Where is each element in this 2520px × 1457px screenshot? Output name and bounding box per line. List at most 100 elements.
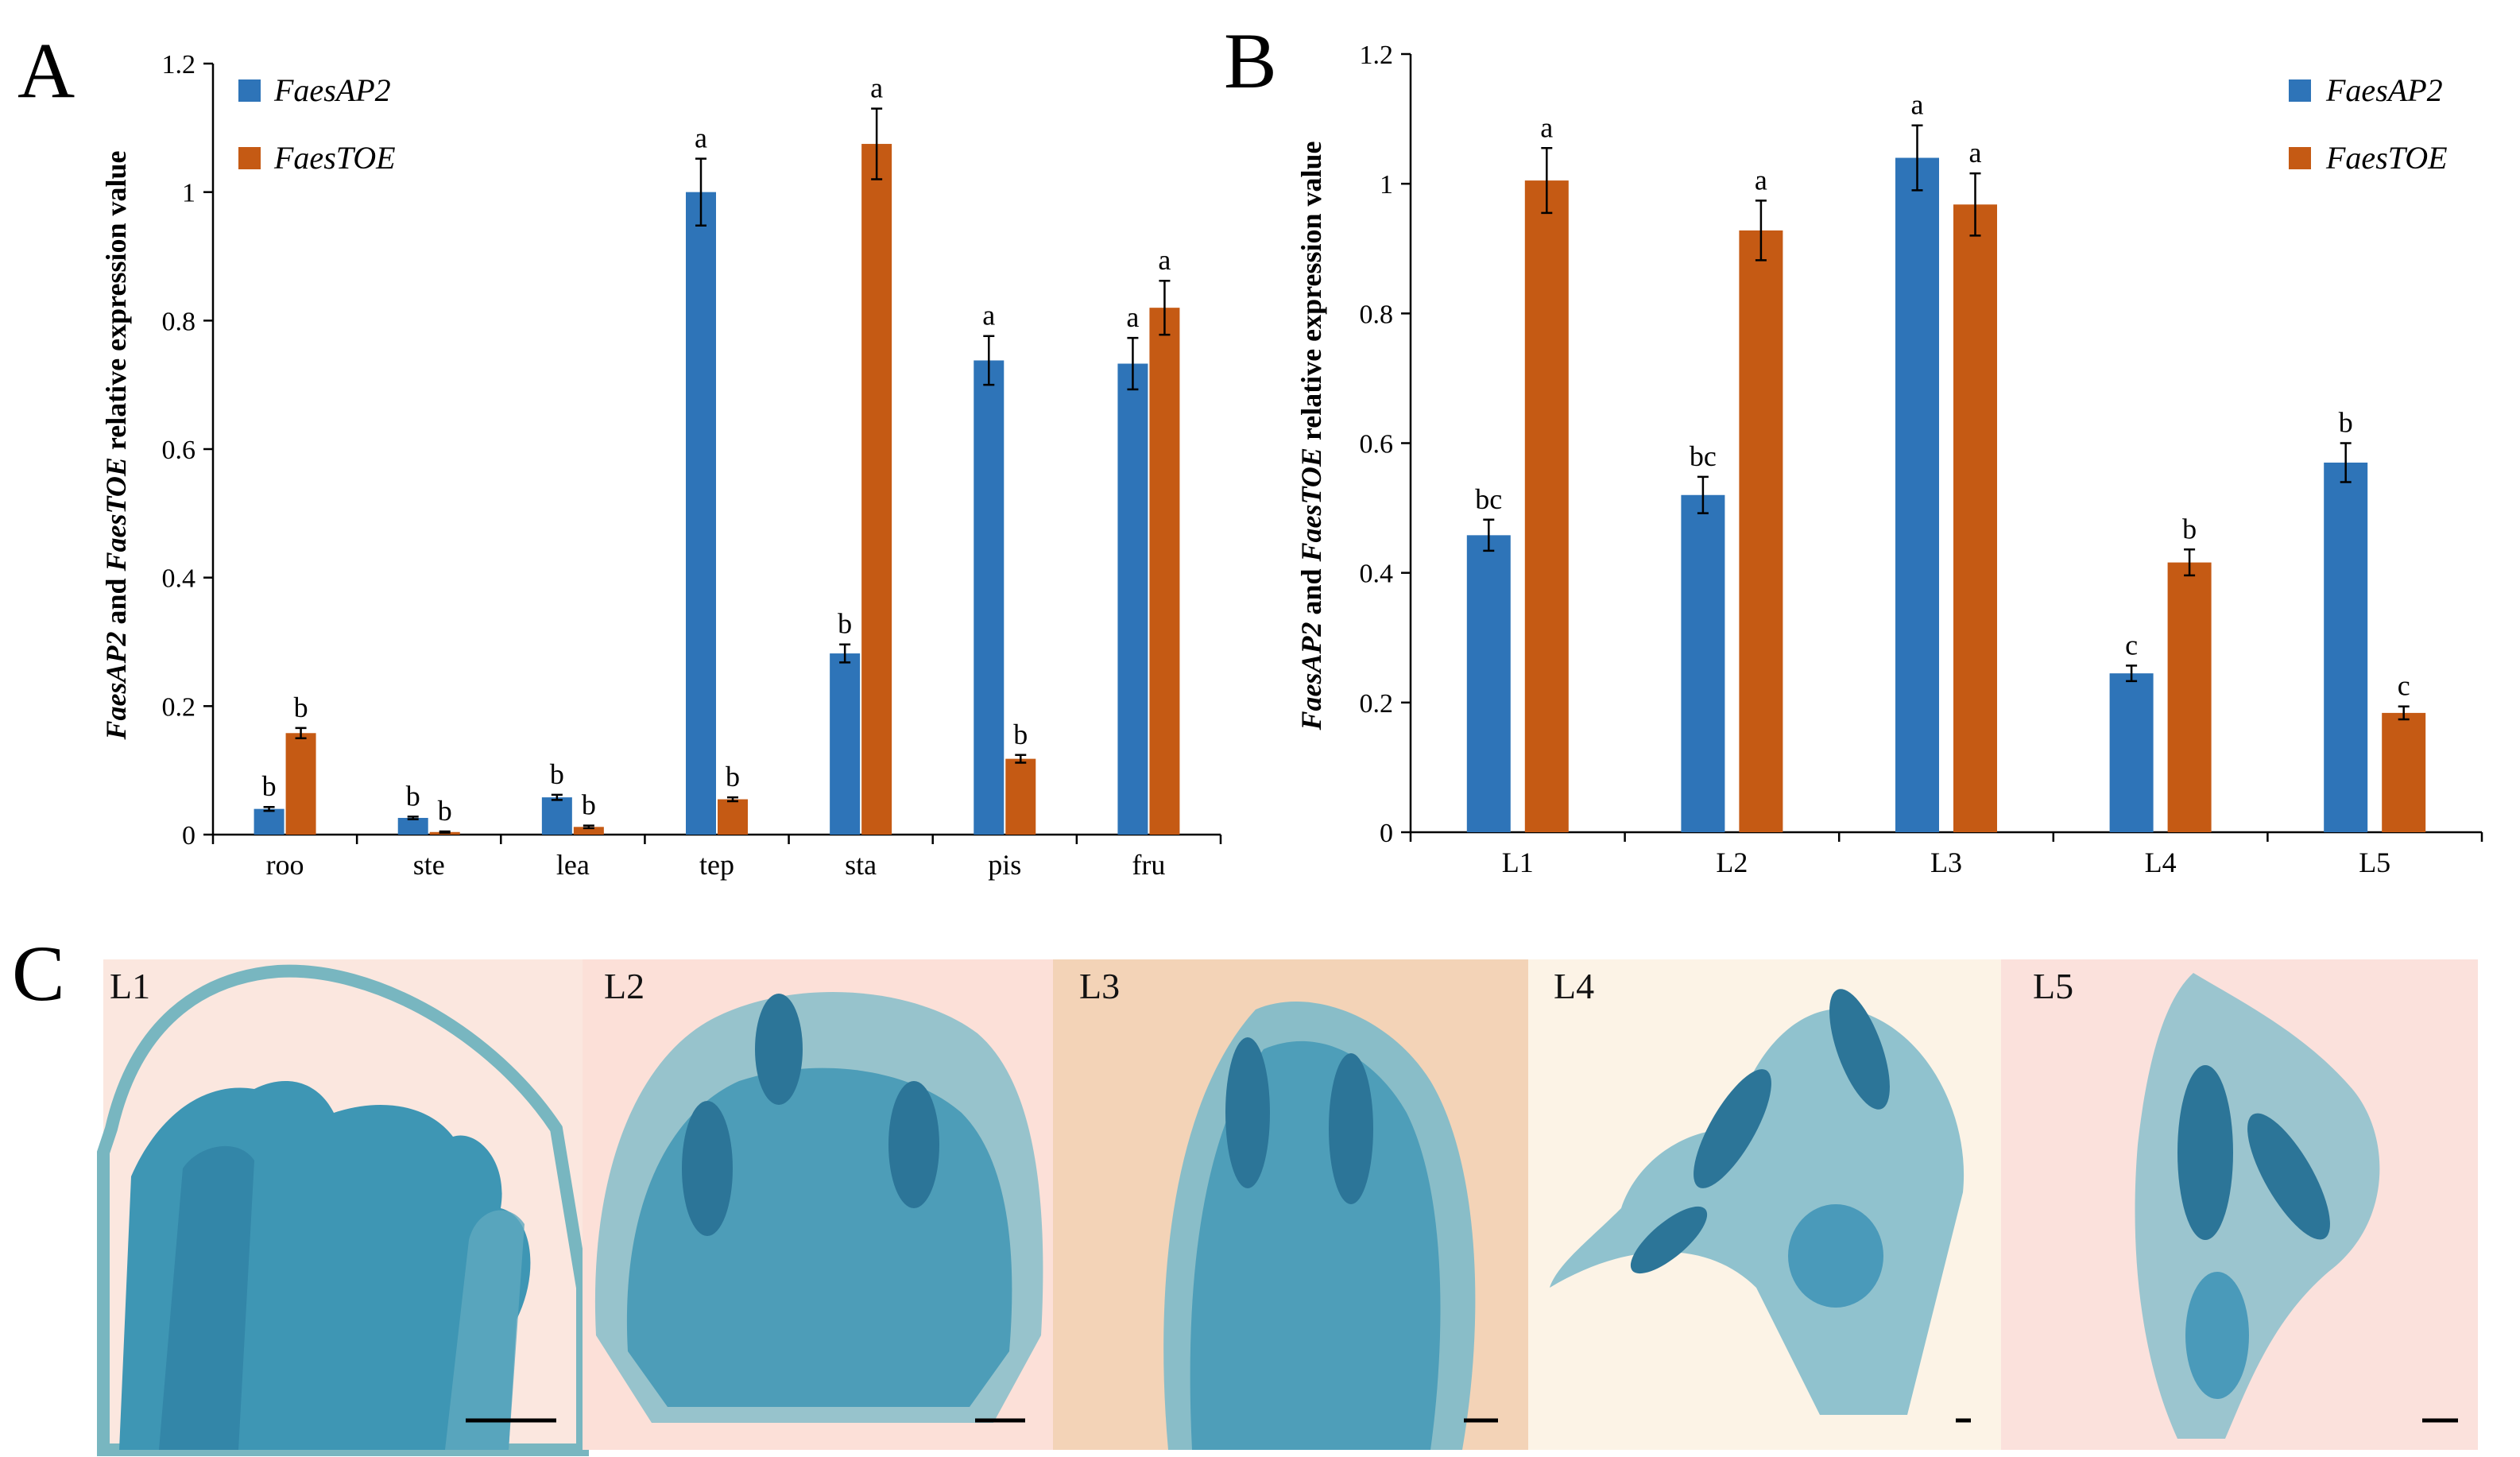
error-bar-faesap2	[551, 793, 563, 801]
category-label: L3	[1930, 847, 1962, 878]
category-label: pis	[988, 849, 1021, 881]
category-label: L2	[1716, 847, 1748, 878]
error-bar-faestoe	[871, 107, 883, 180]
legend-swatch-faesap2	[2289, 79, 2311, 102]
micrograph-l1-primordium	[159, 1145, 254, 1450]
legend-swatch-faesap2	[238, 79, 261, 102]
micrograph-l2-anther	[682, 1101, 733, 1236]
panel-b-legend: FaesAP2 FaesTOE	[2289, 72, 2448, 176]
micrograph-label-l3: L3	[1079, 966, 1120, 1006]
significance-label: b	[294, 692, 308, 723]
error-bar-faestoe	[727, 796, 738, 803]
significance-label: b	[726, 761, 740, 792]
panel-a-x-categories: roo ste lea tep sta pis fru	[211, 835, 1222, 881]
significance-label: a	[1540, 111, 1553, 143]
micrograph-label-l2: L2	[604, 966, 645, 1006]
significance-label: bc	[1690, 440, 1717, 472]
bar-faesap2	[541, 797, 572, 835]
y-tick-label: 0.2	[1360, 689, 1394, 719]
panel-b-x-categories: L1 L2 L3 L4 L5	[1409, 832, 2483, 878]
micrograph-label-l4: L4	[1554, 966, 1594, 1006]
error-bar-faesap2	[695, 157, 706, 227]
significance-label: b	[2339, 407, 2353, 439]
micrograph-l4-tissue	[1550, 1009, 1965, 1415]
micrograph-l1-bract	[445, 1210, 525, 1450]
bar-faestoe	[1005, 758, 1036, 835]
error-bar-faesap2	[1127, 336, 1139, 391]
panel-c-letter: C	[12, 929, 65, 1017]
bar-faestoe	[1524, 180, 1569, 832]
micrograph-l4-anther	[1694, 1069, 1771, 1188]
error-bar-faesap2	[2340, 442, 2352, 483]
micrograph-l5-anther	[2247, 1113, 2330, 1240]
bar-faestoe	[1953, 204, 1997, 833]
significance-label: a	[695, 122, 707, 154]
significance-label: b	[2182, 513, 2197, 544]
bar-faestoe	[573, 827, 604, 835]
bar-faesap2	[974, 360, 1005, 835]
y-tick-label: 0	[182, 821, 195, 851]
category-label: fru	[1132, 849, 1165, 881]
micrograph-label-l5: L5	[2033, 966, 2073, 1006]
micrograph-l4-anther	[1630, 1206, 1708, 1274]
significance-label: b	[262, 770, 277, 802]
bar-faestoe	[861, 144, 892, 835]
significance-label: a	[1911, 89, 1924, 121]
error-bar-faesap2	[2126, 665, 2138, 683]
significance-label: bc	[1475, 483, 1502, 515]
category-label: L5	[2359, 847, 2390, 878]
micrograph-l3: L3	[1053, 959, 1528, 1450]
bar-faesap2	[397, 817, 428, 835]
y-tick-label: 0.6	[1360, 430, 1394, 459]
y-tick-label: 0.6	[162, 436, 196, 465]
error-bar-faesap2	[1697, 475, 1709, 514]
bar-faesap2	[2109, 673, 2154, 832]
significance-label: b	[1013, 719, 1028, 750]
micrograph-l2: L2	[583, 959, 1053, 1450]
error-bar-faestoe	[1755, 200, 1767, 262]
panel-b-letter: B	[1224, 17, 1277, 105]
panel-a-legend: FaesAP2 FaesTOE	[238, 72, 396, 176]
category-label: L1	[1502, 847, 1534, 878]
error-bar-faestoe	[2398, 705, 2410, 721]
error-bar-faesap2	[263, 805, 275, 812]
significance-label: b	[438, 795, 452, 827]
bar-faesap2	[2324, 462, 2368, 832]
error-bar-faestoe	[439, 830, 451, 834]
significance-label: b	[406, 780, 420, 812]
error-bar-faestoe	[295, 727, 307, 739]
micrograph-l3-anther	[1329, 1053, 1373, 1204]
category-label: L4	[2145, 847, 2177, 878]
legend-label-faesap2: FaesAP2	[2325, 72, 2443, 108]
bar-faestoe	[2382, 712, 2426, 832]
legend-swatch-faestoe	[238, 147, 261, 169]
bar-faesap2	[1681, 494, 1725, 832]
panel-a-letter: A	[17, 26, 75, 114]
panel-a: A FaesAP2 and FaesTOE relative expressio…	[17, 26, 1222, 881]
legend-label-faestoe: FaesTOE	[273, 140, 396, 176]
y-tick-label: 0.2	[162, 692, 196, 722]
panel-c: C L1 L2	[12, 929, 2478, 1456]
bar-faestoe	[1739, 230, 1783, 832]
bar-faesap2	[1466, 535, 1511, 832]
micrograph-l3-anther	[1225, 1037, 1270, 1188]
micrograph-l1: L1	[97, 959, 589, 1456]
significance-label: c	[2125, 629, 2138, 661]
significance-label: a	[1158, 244, 1171, 276]
error-bar-faestoe	[1159, 279, 1171, 336]
category-label: roo	[266, 849, 304, 881]
bar-faesap2	[830, 653, 861, 835]
bar-faestoe	[718, 799, 748, 835]
category-label: tep	[699, 849, 734, 881]
bar-faestoe	[2167, 562, 2212, 832]
significance-label: c	[2398, 670, 2410, 702]
significance-label: b	[582, 789, 596, 821]
micrograph-l1-sheath	[97, 964, 589, 1456]
legend-swatch-faestoe	[2289, 147, 2311, 169]
bar-faesap2	[1895, 157, 1939, 833]
error-bar-faestoe	[1541, 147, 1553, 215]
micrograph-l5-pistil	[2185, 1272, 2249, 1399]
y-tick-label: 1	[1380, 170, 1393, 200]
y-tick-label: 0.8	[162, 307, 196, 336]
